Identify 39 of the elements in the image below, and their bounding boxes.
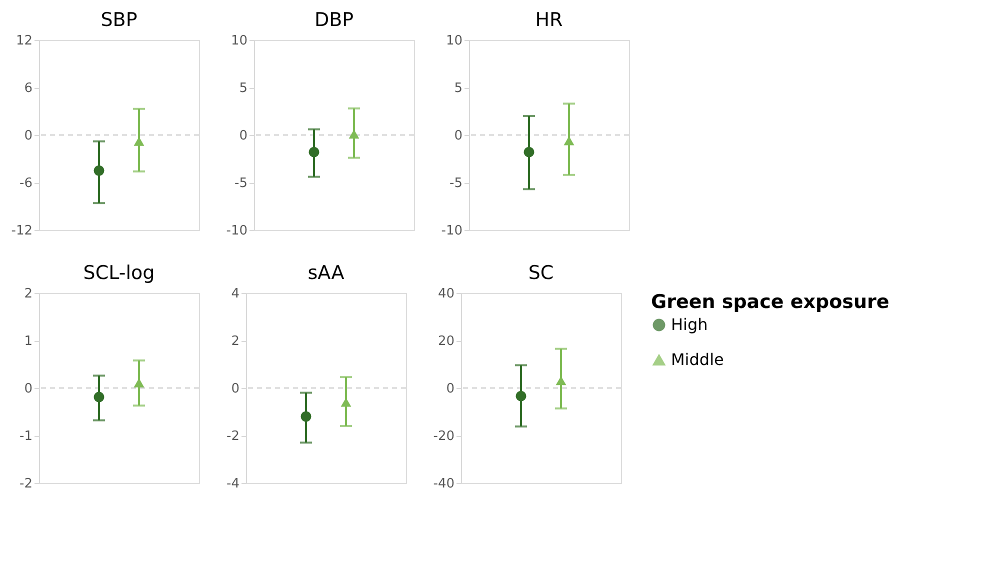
chart-title: sAA — [308, 262, 344, 284]
y-tick-label: -2 — [226, 429, 240, 444]
chart-title: SC — [528, 262, 554, 284]
y-tick-label: 0 — [446, 382, 454, 396]
y-tick-label: -40 — [433, 476, 454, 492]
chart-title: SBP — [100, 9, 138, 31]
legend-title: Green space exposure — [651, 291, 890, 313]
y-tick-label: 6 — [24, 81, 32, 96]
y-tick-label: -5 — [450, 176, 462, 191]
chart-title: SCL-log — [83, 262, 155, 284]
y-tick-label: 10 — [446, 34, 462, 48]
y-tick-label: -10 — [441, 224, 462, 238]
y-tick-label: 4 — [231, 286, 240, 302]
y-tick-label: -4 — [226, 476, 240, 492]
y-tick-label: 0 — [454, 128, 462, 144]
y-tick-label: 2 — [231, 334, 240, 349]
y-tick-label: -6 — [20, 176, 32, 191]
y-tick-label: 1 — [24, 334, 32, 349]
chart-title: DBP — [314, 9, 354, 31]
y-tick-label: -1 — [20, 429, 32, 444]
y-tick-label: 12 — [16, 34, 32, 48]
y-tick-label: 2 — [24, 286, 32, 302]
y-tick-label: -12 — [11, 224, 32, 238]
y-tick-label: 0 — [24, 128, 32, 144]
legend-label: High — [671, 315, 708, 334]
y-tick-label: -2 — [20, 476, 32, 492]
y-tick-label: 5 — [454, 81, 462, 96]
y-tick-label: 40 — [438, 286, 454, 302]
y-tick-label: 0 — [239, 128, 248, 144]
y-tick-label: 0 — [231, 382, 240, 396]
y-tick-label: -20 — [433, 429, 454, 444]
y-tick-label: -5 — [234, 176, 248, 191]
y-tick-label: 20 — [438, 334, 454, 349]
y-tick-label: 10 — [230, 34, 248, 48]
legend-label: Middle — [671, 350, 724, 369]
y-tick-label: 5 — [239, 81, 248, 96]
y-tick-label: 0 — [24, 382, 32, 396]
y-tick-label: -10 — [226, 224, 248, 238]
chart-title: HR — [535, 9, 563, 31]
